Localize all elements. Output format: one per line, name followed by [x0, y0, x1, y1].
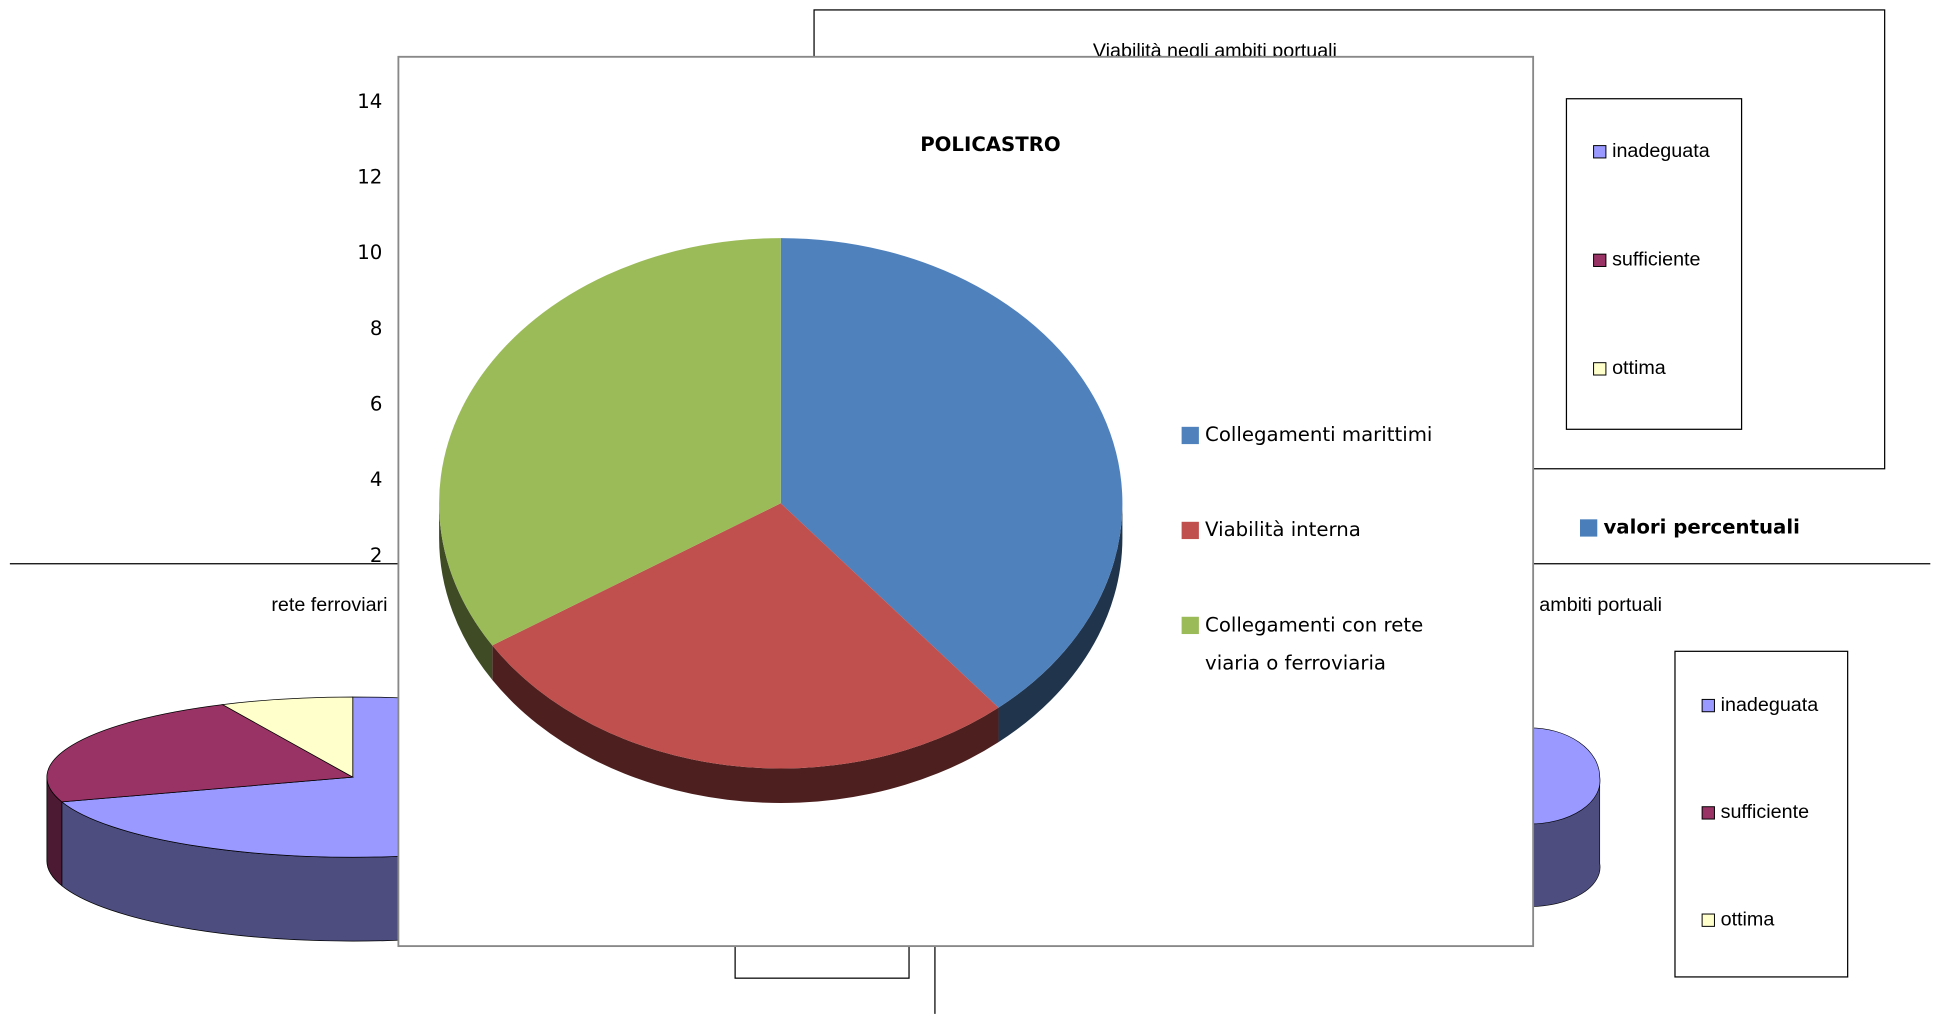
- y-tick-label: 6: [370, 393, 383, 416]
- legend-label: Collegamenti marittimi: [1205, 423, 1432, 446]
- legend-swatch: [1181, 426, 1199, 445]
- pie-slice: [492, 503, 999, 769]
- pie-slice: [221, 696, 354, 778]
- legend-swatch: [1701, 913, 1715, 927]
- legend-label: ottima: [1612, 357, 1666, 379]
- pie-slice: [439, 238, 781, 646]
- main-chart: POLICASTRO Collegamenti marittimi Viabilit…: [397, 55, 1535, 948]
- legend-label: Viabilità interna: [1205, 518, 1361, 541]
- pie-side: [492, 645, 999, 804]
- pie-edge: [1529, 727, 1601, 825]
- legend-swatch: [1181, 616, 1199, 635]
- legend-swatch: [1593, 362, 1607, 376]
- legend-label: inadeguata: [1721, 694, 1819, 716]
- pie-slice: [780, 238, 1123, 708]
- legend-label: inadeguata: [1612, 140, 1710, 162]
- chart-title: POLICASTRO: [920, 133, 1060, 156]
- legend-label: ottima: [1721, 908, 1775, 930]
- legend-swatch: [1181, 521, 1199, 540]
- legend-label: Collegamenti con rete viaria o ferroviari…: [1205, 613, 1423, 674]
- y-tick-label: 14: [357, 90, 382, 113]
- y-tick-label: 12: [357, 166, 382, 189]
- legend-swatch: [1701, 698, 1715, 713]
- pie-side: [439, 503, 493, 680]
- legend-swatch: [1701, 806, 1715, 820]
- y-tick-label: 2: [370, 544, 383, 567]
- legend-label: sufficiente: [1612, 249, 1700, 271]
- chart-title: rete ferroviari: [271, 594, 387, 616]
- pie-side: [998, 503, 1123, 743]
- chart-title: i ambiti portuali: [1529, 594, 1662, 616]
- y-tick-label: 4: [370, 468, 383, 491]
- legend-swatch: [1593, 145, 1607, 159]
- y-tick-label: 10: [357, 241, 382, 264]
- legend-label: valori percentuali: [1603, 515, 1799, 538]
- pie-slice: [46, 704, 354, 803]
- legend-swatch: [1580, 519, 1598, 537]
- legend-label: sufficiente: [1721, 801, 1809, 823]
- legend-swatch: [1593, 253, 1607, 267]
- y-tick-label: 8: [370, 317, 383, 340]
